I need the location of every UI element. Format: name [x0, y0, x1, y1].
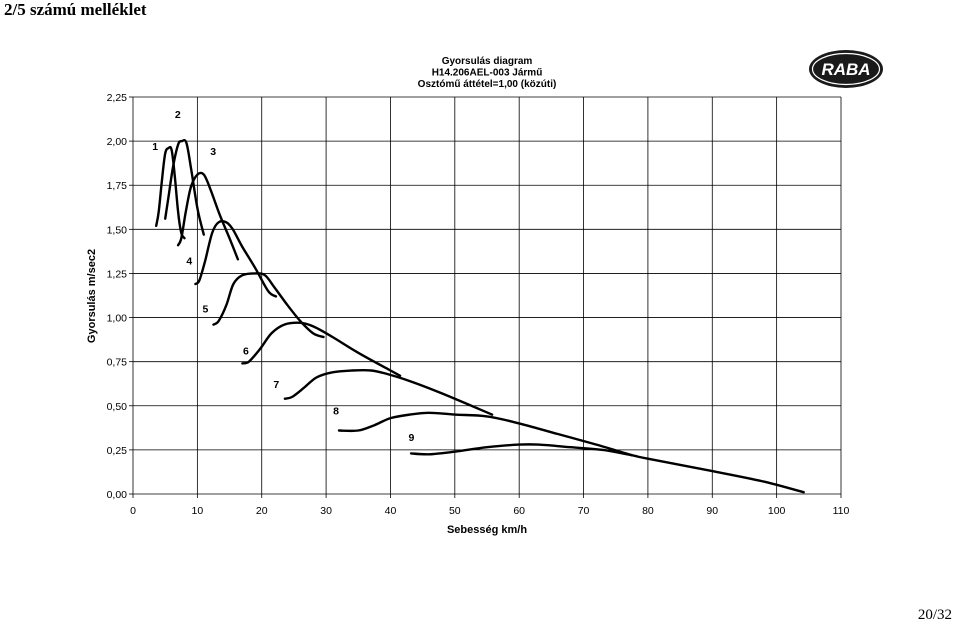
x-tick-label: 10 [192, 505, 204, 517]
series-label-gear-7: 7 [273, 379, 279, 391]
series-label-gear-9: 9 [408, 432, 414, 444]
chart-title-line: H14.206AEL-003 Jármű [432, 68, 543, 79]
x-tick-label: 70 [578, 505, 590, 517]
y-tick-label: 1,25 [107, 268, 128, 280]
series-label-gear-1: 1 [152, 141, 158, 153]
series-line-gear-2 [164, 139, 205, 236]
series-label-gear-2: 2 [175, 109, 181, 121]
series-line-gear-1 [155, 145, 186, 240]
y-tick-label: 1,50 [107, 224, 128, 236]
y-tick-label: 1,00 [107, 313, 128, 325]
series-line-gear-5 [212, 272, 325, 339]
x-tick-label: 30 [320, 505, 332, 517]
series-label-gear-8: 8 [333, 406, 339, 418]
x-axis-label: Sebesség km/h [447, 524, 527, 536]
x-tick-label: 20 [256, 505, 268, 517]
y-tick-label: 0,00 [107, 489, 128, 501]
x-tick-label: 0 [130, 505, 136, 517]
series-labels: 1 2 3 4 5 6 7 8 9 [152, 109, 414, 444]
axis-ticks: 0 10 20 30 40 50 60 70 80 90 100 110 0,00 0,25 0,50 0,7… [107, 92, 850, 517]
series-line-gear-6 [241, 321, 402, 377]
series-label-gear-3: 3 [210, 146, 216, 158]
chart-series [155, 139, 805, 494]
series-line-gear-8 [337, 411, 633, 457]
x-tick-label: 80 [642, 505, 654, 517]
series-line-gear-7 [283, 368, 494, 416]
series-line-gear-4 [194, 219, 278, 298]
series-line-gear-3 [176, 171, 240, 261]
y-tick-label: 2,00 [107, 136, 128, 148]
series-label-gear-6: 6 [243, 346, 249, 358]
page-number: 20/32 [917, 607, 952, 623]
x-tick-label: 100 [768, 505, 786, 517]
x-tick-label: 90 [706, 505, 718, 517]
x-tick-label: 60 [513, 505, 525, 517]
raba-logo: RABA [809, 50, 883, 88]
chart-title-line: Osztómű áttétel=1,00 (közúti) [418, 79, 557, 90]
chart-title-line: Gyorsulás diagram [442, 56, 533, 67]
x-tick-label: 110 [833, 505, 850, 517]
x-tick-label: 40 [385, 505, 397, 517]
series-label-gear-4: 4 [186, 256, 192, 268]
y-tick-label: 0,25 [107, 445, 128, 457]
logo-text: RABA [821, 60, 870, 79]
page-heading: 2/5 számú melléklet [4, 0, 147, 19]
y-tick-label: 2,25 [107, 92, 128, 104]
x-tick-label: 50 [449, 505, 461, 517]
y-tick-label: 0,75 [107, 357, 128, 369]
chart-grid [132, 96, 842, 495]
y-tick-label: 0,50 [107, 401, 128, 413]
series-label-gear-5: 5 [203, 303, 209, 315]
y-axis-label: Gyorsulás m/sec2 [86, 249, 98, 343]
y-tick-label: 1,75 [107, 180, 128, 192]
series-line-gear-9 [409, 443, 805, 494]
